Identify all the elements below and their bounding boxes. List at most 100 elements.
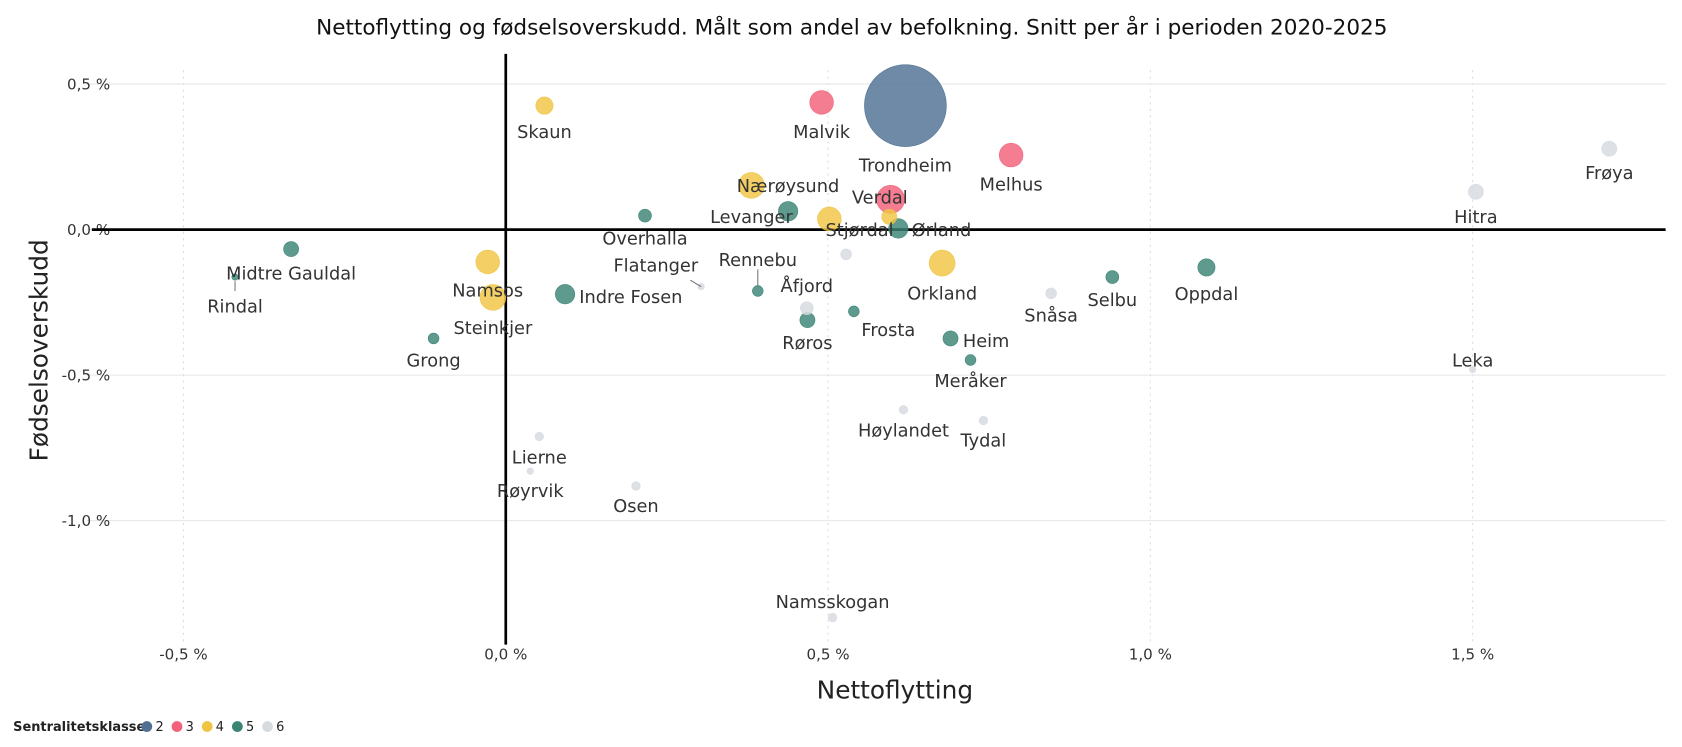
point-label: Ørland xyxy=(912,220,972,241)
bubble-leka xyxy=(1469,366,1477,374)
bubble-rindal xyxy=(231,273,239,281)
point-label: Meråker xyxy=(934,371,1007,392)
bubble-nærøysund xyxy=(738,172,765,199)
legend-item-label: 5 xyxy=(246,720,254,735)
legend-swatch xyxy=(171,721,183,732)
x-tick-label: 0,0 % xyxy=(484,646,527,664)
bubble-malvik xyxy=(809,90,834,115)
point-label: Trondheim xyxy=(858,155,952,176)
legend-swatch xyxy=(201,721,213,732)
legend: Sentralitetsklasse 2 3 4 5 6 xyxy=(13,720,284,735)
point-label: Selbu xyxy=(1087,290,1137,311)
point-label: Osen xyxy=(613,496,658,517)
bubble-orkland xyxy=(928,249,956,277)
bubble-heim xyxy=(942,330,959,347)
point-label: Skaun xyxy=(517,122,572,143)
bubble-ørland xyxy=(888,218,909,239)
bubble-melhus xyxy=(998,142,1024,168)
y-tick-label: 0,5 % xyxy=(67,75,110,93)
bubble-osen xyxy=(631,481,641,491)
leader-line xyxy=(690,279,702,288)
point-label: Nærøysund xyxy=(737,176,839,197)
point-label: Heim xyxy=(963,331,1010,352)
bubble-skaun xyxy=(535,96,554,115)
point-label: Steinkjer xyxy=(453,318,533,339)
bubble-steinkjer xyxy=(479,284,507,311)
point-label: Indre Fosen xyxy=(579,287,682,308)
point-label: Orkland xyxy=(907,284,977,305)
bubble-namsos xyxy=(475,249,500,275)
y-axis-label: Fødselsoverskudd xyxy=(25,239,54,461)
point-labels: Trondheim Malvik Melhus Verdal Skaun Nærøysun… xyxy=(207,122,1633,613)
point-label: Levanger xyxy=(710,207,793,228)
point-label: Lierne xyxy=(512,447,567,468)
bubble-trondheim xyxy=(864,64,947,147)
legend-item-label: 3 xyxy=(186,720,194,735)
legend-title: Sentralitetsklasse xyxy=(13,720,145,735)
bubble-frøya xyxy=(1601,140,1618,157)
point-label: Frøya xyxy=(1585,163,1634,184)
x-tick-label: 1,5 % xyxy=(1451,646,1494,664)
point-label: Malvik xyxy=(793,122,851,143)
zero-lines xyxy=(91,53,1666,645)
point-label: Tydal xyxy=(960,430,1007,451)
point-label: Namsos xyxy=(452,280,523,301)
y-tick-label: -0,5 % xyxy=(62,367,111,385)
legend-item-label: 4 xyxy=(216,720,224,735)
point-label: Midtre Gauldal xyxy=(226,263,356,284)
point-label: Leka xyxy=(1452,350,1493,371)
bubble-oppdal xyxy=(1197,258,1216,277)
point-label: Åfjord xyxy=(781,275,833,297)
tick-labels: -0,5 % 0,0 % 0,5 % 1,0 % 1,5 % 0,5 % 0,0 % -0,5… xyxy=(62,75,1495,663)
bubble-unlabeled xyxy=(840,248,852,261)
point-label: Namsskogan xyxy=(776,592,890,613)
point-label: Verdal xyxy=(852,188,908,209)
bubble-unlabeled xyxy=(881,208,898,225)
x-axis-label: Nettoflytting xyxy=(817,675,973,704)
bubbles xyxy=(231,64,1618,623)
point-label: Melhus xyxy=(980,175,1043,196)
point-label: Røyrvik xyxy=(497,481,564,502)
bubble-høylandet xyxy=(898,405,909,415)
point-label: Høylandet xyxy=(858,421,949,442)
bubble-åfjord xyxy=(800,301,814,315)
bubble-namsskogan xyxy=(827,612,838,623)
bubble-levanger xyxy=(778,201,799,222)
legend-item-label: 6 xyxy=(276,720,284,735)
x-tick-label: -0,5 % xyxy=(159,646,208,664)
x-tick-label: 1,0 % xyxy=(1129,646,1172,664)
legend-swatch xyxy=(262,721,273,732)
point-label: Røros xyxy=(782,333,832,354)
bubble-midtre-gauldal xyxy=(283,241,299,257)
bubble-røyrvik xyxy=(526,467,534,475)
x-tick-label: 0,5 % xyxy=(807,646,850,664)
point-label: Grong xyxy=(407,350,461,371)
y-tick-label: 0,0 % xyxy=(67,221,110,239)
bubble-grong xyxy=(427,332,440,345)
point-label: Snåsa xyxy=(1024,305,1078,326)
bubble-snåsa xyxy=(1045,287,1057,300)
point-label: Oppdal xyxy=(1175,284,1239,305)
bubble-hitra xyxy=(1468,183,1484,200)
bubble-selbu xyxy=(1105,270,1120,284)
point-label: Frosta xyxy=(861,320,915,341)
legend-item-label: 2 xyxy=(155,720,163,735)
bubble-stjørdal xyxy=(817,206,842,232)
point-label: Rindal xyxy=(207,297,263,318)
point-label: Rennebu xyxy=(719,250,797,271)
chart-title: Nettoflytting og fødselsoverskudd. Målt … xyxy=(316,14,1387,40)
y-tick-label: -1,0 % xyxy=(62,512,111,530)
point-label: Flatanger xyxy=(613,256,698,277)
bubble-meråker xyxy=(964,354,977,366)
point-label: Overhalla xyxy=(602,229,687,250)
legend-swatch xyxy=(141,721,153,732)
point-label: Stjørdal xyxy=(825,220,893,241)
bubble-rennebu xyxy=(752,285,764,297)
bubble-indre-fosen xyxy=(555,284,576,305)
point-label: Hitra xyxy=(1454,207,1497,228)
bubble-overhalla xyxy=(638,208,652,223)
legend-swatch xyxy=(231,721,243,732)
bubble-tydal xyxy=(978,415,989,426)
bubble-frosta xyxy=(848,305,860,318)
